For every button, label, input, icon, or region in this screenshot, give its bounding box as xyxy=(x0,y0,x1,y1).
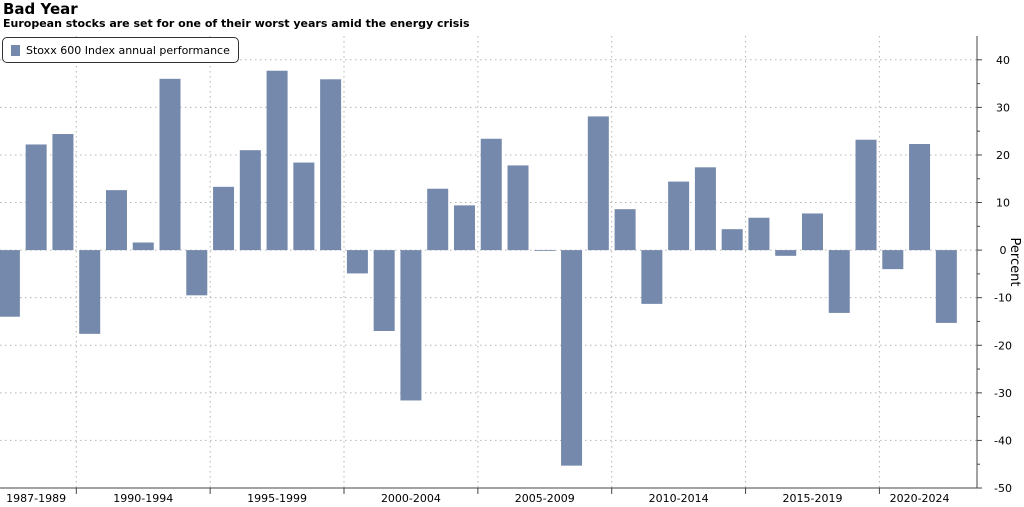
bar xyxy=(480,138,502,251)
bar xyxy=(320,79,342,251)
bar xyxy=(614,209,636,251)
bar xyxy=(935,250,957,323)
y-tick-label: 20 xyxy=(996,149,1010,162)
bar xyxy=(186,250,208,296)
y-tick-label: -10 xyxy=(994,292,1012,305)
legend: Stoxx 600 Index annual performance xyxy=(2,37,239,63)
x-group-label: 1990-1994 xyxy=(113,492,173,505)
bar xyxy=(882,250,904,270)
bar xyxy=(641,250,663,304)
bar xyxy=(266,70,288,251)
bar xyxy=(79,250,101,334)
bar xyxy=(373,250,395,331)
bar xyxy=(400,250,422,401)
bar xyxy=(239,150,261,251)
bar xyxy=(694,167,716,251)
y-tick-label: -50 xyxy=(994,482,1012,495)
legend-label: Stoxx 600 Index annual performance xyxy=(26,43,230,57)
y-tick-label: -20 xyxy=(994,339,1012,352)
bar xyxy=(213,186,235,251)
chart-subtitle: European stocks are set for one of their… xyxy=(3,17,470,30)
y-tick-label: 10 xyxy=(996,197,1010,210)
y-tick-label: -40 xyxy=(994,434,1012,447)
x-group-label: 2000-2004 xyxy=(381,492,441,505)
bar xyxy=(52,134,74,251)
bar xyxy=(453,205,475,251)
y-tick-label: 30 xyxy=(996,101,1010,114)
x-group-label: 1987-1989 xyxy=(6,492,66,505)
bar xyxy=(909,144,931,251)
bar xyxy=(801,213,823,251)
y-tick-label: 40 xyxy=(996,54,1010,67)
bar xyxy=(507,165,529,251)
bar xyxy=(25,144,47,251)
bar xyxy=(587,116,609,251)
bar xyxy=(855,139,877,251)
x-group-label: 2010-2014 xyxy=(649,492,709,505)
y-axis-title: Percent xyxy=(1007,238,1022,287)
bar xyxy=(534,250,556,251)
y-tick-label: -30 xyxy=(994,387,1012,400)
bar xyxy=(775,250,797,256)
x-group-label: 2015-2019 xyxy=(783,492,843,505)
bar xyxy=(132,242,154,251)
bar xyxy=(0,250,20,317)
bar xyxy=(561,250,583,466)
bar xyxy=(721,229,743,251)
bar xyxy=(427,188,449,251)
bar xyxy=(346,250,368,274)
x-group-label: 2020-2024 xyxy=(890,492,950,505)
y-tick-label: 0 xyxy=(1000,244,1007,257)
x-group-label: 2005-2009 xyxy=(515,492,575,505)
x-group-label: 1995-1999 xyxy=(247,492,307,505)
bar xyxy=(668,181,690,251)
bar xyxy=(828,250,850,313)
bar xyxy=(159,78,181,251)
bar xyxy=(105,190,127,251)
chart-title: Bad Year xyxy=(3,0,78,18)
legend-swatch xyxy=(11,44,20,56)
bar xyxy=(293,162,315,251)
bar xyxy=(748,217,770,251)
